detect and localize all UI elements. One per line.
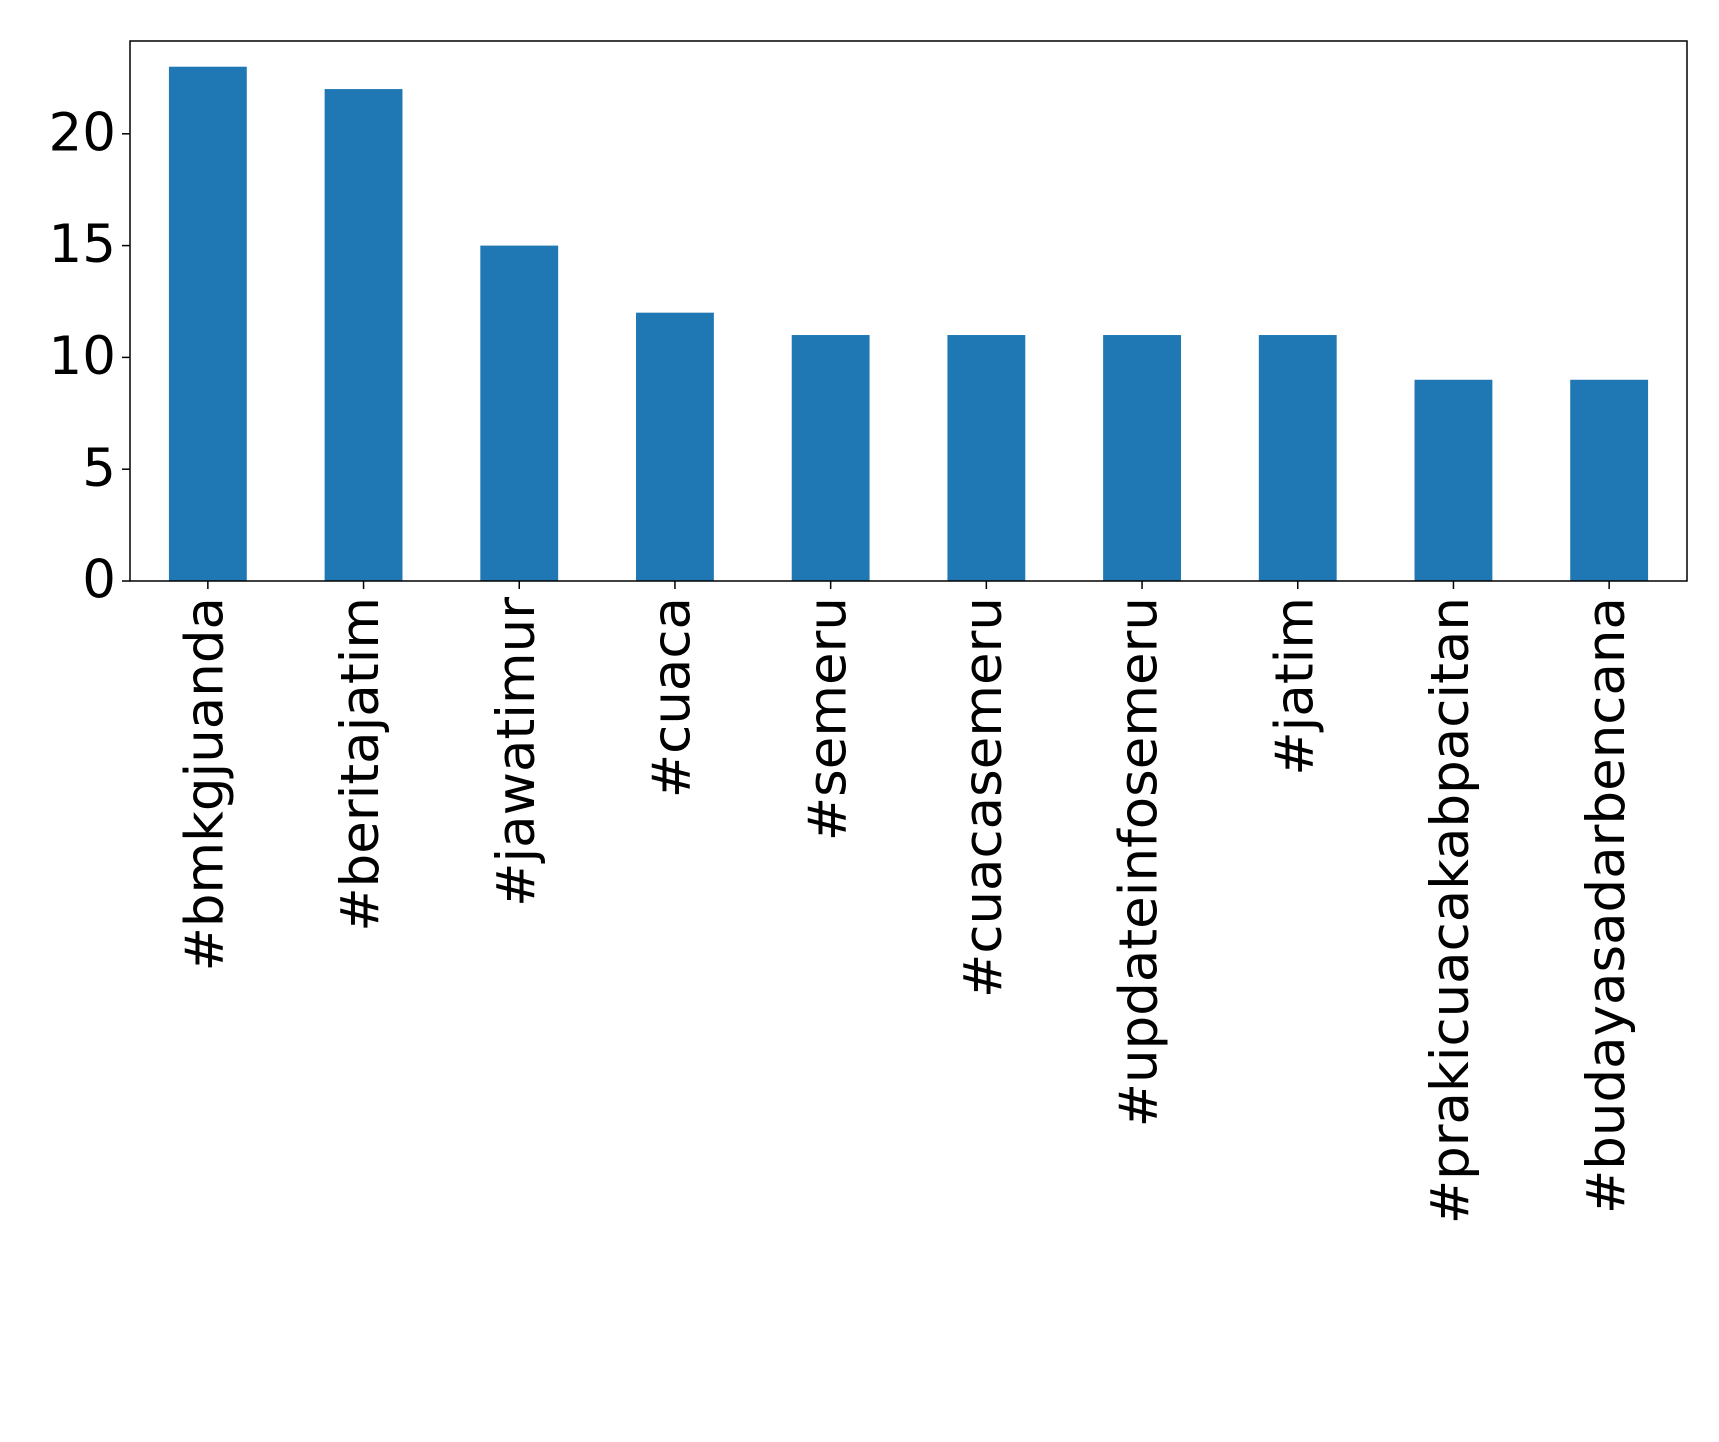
x-tick-label: #jatim <box>1264 597 1325 776</box>
bar <box>1258 335 1337 581</box>
bar <box>1103 335 1181 581</box>
x-tick-label: #budayasadarbencana <box>1576 597 1637 1214</box>
bar <box>1570 379 1649 581</box>
x-tick-label: #updateinfosemeru <box>1109 597 1170 1127</box>
x-tick-label: #prakicuacakabpacitan <box>1420 597 1481 1224</box>
bar <box>791 335 870 581</box>
y-tick-label: 15 <box>49 214 116 275</box>
bar <box>1414 379 1493 581</box>
plot-frame <box>129 40 1688 582</box>
y-tick-label: 0 <box>82 550 116 611</box>
x-tick-label: #beritajatim <box>330 597 391 932</box>
y-tick-label: 10 <box>49 326 116 387</box>
bar <box>480 245 559 582</box>
bar <box>324 89 403 582</box>
y-tick-label: 20 <box>49 102 116 163</box>
bar <box>168 66 247 581</box>
y-tick-label: 5 <box>82 438 116 499</box>
x-tick-label: #cuaca <box>642 597 703 798</box>
x-tick-label: #cuacasemeru <box>953 597 1014 998</box>
x-tick-label: #semeru <box>797 597 858 841</box>
x-tick-label: #bmkgjuanda <box>174 597 235 972</box>
bar <box>636 312 714 581</box>
x-tick-label: #jawatimur <box>486 597 547 907</box>
bar <box>947 335 1026 581</box>
